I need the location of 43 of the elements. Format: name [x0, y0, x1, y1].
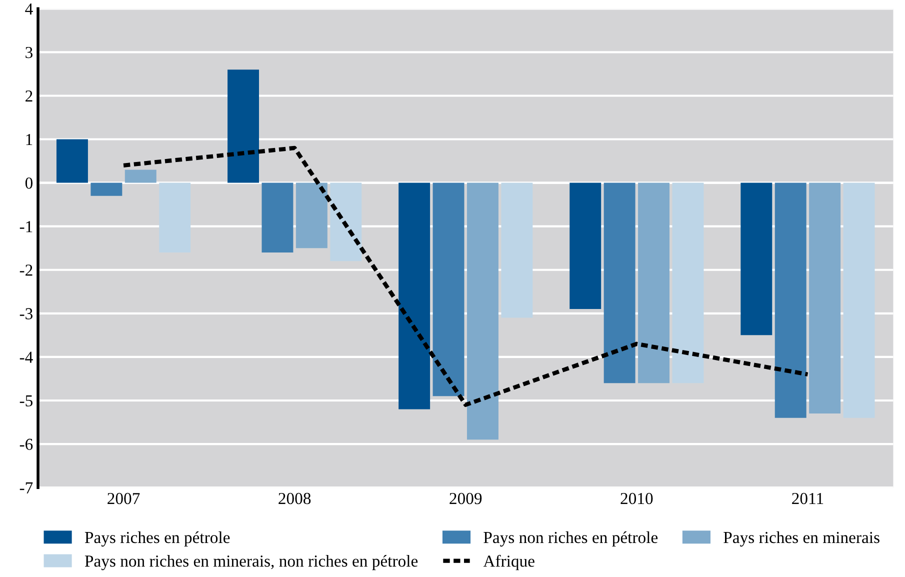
bar: [228, 70, 259, 183]
bar: [398, 182, 430, 410]
bar: [90, 182, 122, 196]
bar: [159, 182, 191, 252]
bar: [843, 182, 875, 418]
bar: [262, 182, 294, 252]
x-tick-label: 2009: [450, 492, 482, 504]
y-tick-label: -4: [20, 352, 33, 363]
bar: [740, 182, 772, 336]
bar: [570, 182, 602, 310]
y-tick-label: -1: [20, 221, 32, 232]
bar: [432, 182, 464, 396]
y-tick-label: -5: [20, 395, 32, 406]
legend-label: Pays non riches en minerais, non riches en pétrole: [84, 554, 418, 570]
bar: [330, 182, 362, 262]
y-tick-label: -6: [20, 438, 33, 450]
bar: [466, 182, 498, 440]
y-tick-label: -2: [20, 264, 32, 276]
bar: [604, 182, 636, 384]
y-tick-label: 4: [25, 3, 33, 14]
legend-label: Pays riches en minerais: [724, 531, 880, 547]
y-tick-label: 1: [26, 134, 32, 146]
bar: [501, 182, 533, 318]
bar: [56, 139, 88, 183]
x-tick-label: 2011: [792, 492, 824, 504]
legend-label: Pays non riches en pétrole: [484, 531, 658, 547]
bar: [124, 170, 156, 183]
y-tick-label: -7: [20, 482, 33, 494]
line-series: [121, 146, 810, 407]
bar: [774, 182, 806, 418]
bar: [296, 182, 328, 248]
x-tick-label: 2010: [620, 492, 653, 504]
legend-label: Pays riches en pétrole: [84, 531, 230, 547]
y-tick-label: 2: [26, 90, 32, 102]
y-tick-label: -3: [20, 308, 32, 320]
y-tick-label: 3: [26, 46, 32, 58]
x-tick-label: 2007: [108, 492, 140, 504]
bar: [809, 182, 841, 414]
x-tick-label: 2008: [278, 492, 311, 504]
y-tick-label: 0: [25, 178, 33, 189]
bar: [638, 182, 670, 384]
bar: [672, 182, 704, 384]
legend-label: Afrique: [483, 554, 534, 570]
